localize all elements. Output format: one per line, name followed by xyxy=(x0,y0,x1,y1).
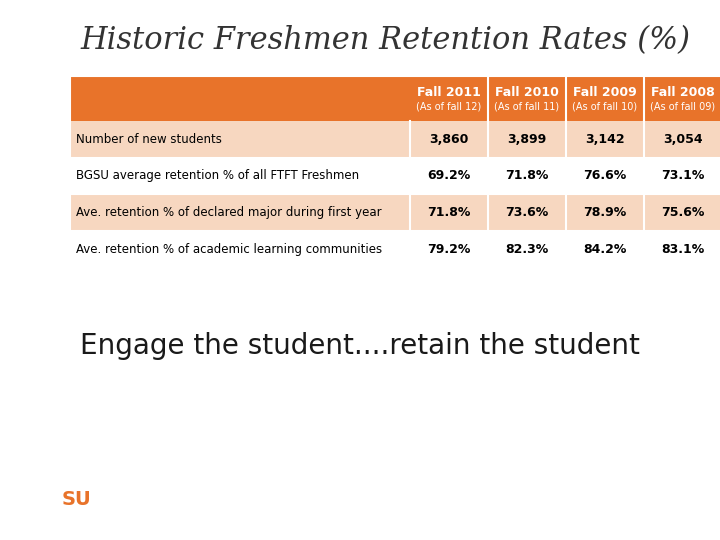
Text: Number of new students: Number of new students xyxy=(76,133,222,146)
Text: 71.8%: 71.8% xyxy=(427,206,471,219)
Text: SU: SU xyxy=(61,490,91,509)
Bar xyxy=(70,231,720,267)
Text: BOWLING GREEN STATE UNIVERSITY: BOWLING GREEN STATE UNIVERSITY xyxy=(22,524,160,534)
Text: 83.1%: 83.1% xyxy=(662,242,705,255)
Bar xyxy=(70,158,720,194)
Text: 79.2%: 79.2% xyxy=(427,242,471,255)
Polygon shape xyxy=(0,0,130,65)
Text: (As of fall 12): (As of fall 12) xyxy=(416,102,482,112)
Text: 69.2%: 69.2% xyxy=(428,170,471,183)
Text: 82.3%: 82.3% xyxy=(505,242,549,255)
Text: 3,899: 3,899 xyxy=(508,133,546,146)
Text: Historic Freshmen Retention Rates (%): Historic Freshmen Retention Rates (%) xyxy=(80,25,690,56)
Text: (As of fall 11): (As of fall 11) xyxy=(495,102,559,112)
Text: Fall 2010: Fall 2010 xyxy=(495,86,559,99)
Text: BG: BG xyxy=(22,490,53,509)
Bar xyxy=(70,76,410,121)
Text: 78.9%: 78.9% xyxy=(583,206,626,219)
Text: 71.8%: 71.8% xyxy=(505,170,549,183)
Text: |: | xyxy=(94,490,100,509)
Text: (As of fall 09): (As of fall 09) xyxy=(650,102,716,112)
Text: BGSU average retention % of all FTFT Freshmen: BGSU average retention % of all FTFT Fre… xyxy=(76,170,359,183)
Text: (As of fall 10): (As of fall 10) xyxy=(572,102,638,112)
Text: 3,860: 3,860 xyxy=(429,133,469,146)
Text: 76.6%: 76.6% xyxy=(583,170,626,183)
Text: Engage the student....retain the student: Engage the student....retain the student xyxy=(80,332,640,360)
Text: Fall 2011: Fall 2011 xyxy=(417,86,481,99)
Bar xyxy=(70,194,720,231)
Text: Academic: Academic xyxy=(112,489,179,502)
Text: 75.6%: 75.6% xyxy=(661,206,705,219)
Bar xyxy=(70,76,720,267)
Text: Fall 2009: Fall 2009 xyxy=(573,86,637,99)
Text: Ave. retention % of academic learning communities: Ave. retention % of academic learning co… xyxy=(76,242,382,255)
Bar xyxy=(410,76,720,121)
Bar xyxy=(70,121,720,158)
Text: Affairs: Affairs xyxy=(112,508,158,521)
Text: 3,142: 3,142 xyxy=(585,133,625,146)
Text: Fall 2008: Fall 2008 xyxy=(651,86,715,99)
Text: Ave. retention % of declared major during first year: Ave. retention % of declared major durin… xyxy=(76,206,382,219)
Text: 73.6%: 73.6% xyxy=(505,206,549,219)
Text: 84.2%: 84.2% xyxy=(583,242,626,255)
Text: 73.1%: 73.1% xyxy=(661,170,705,183)
Text: 3,054: 3,054 xyxy=(663,133,703,146)
